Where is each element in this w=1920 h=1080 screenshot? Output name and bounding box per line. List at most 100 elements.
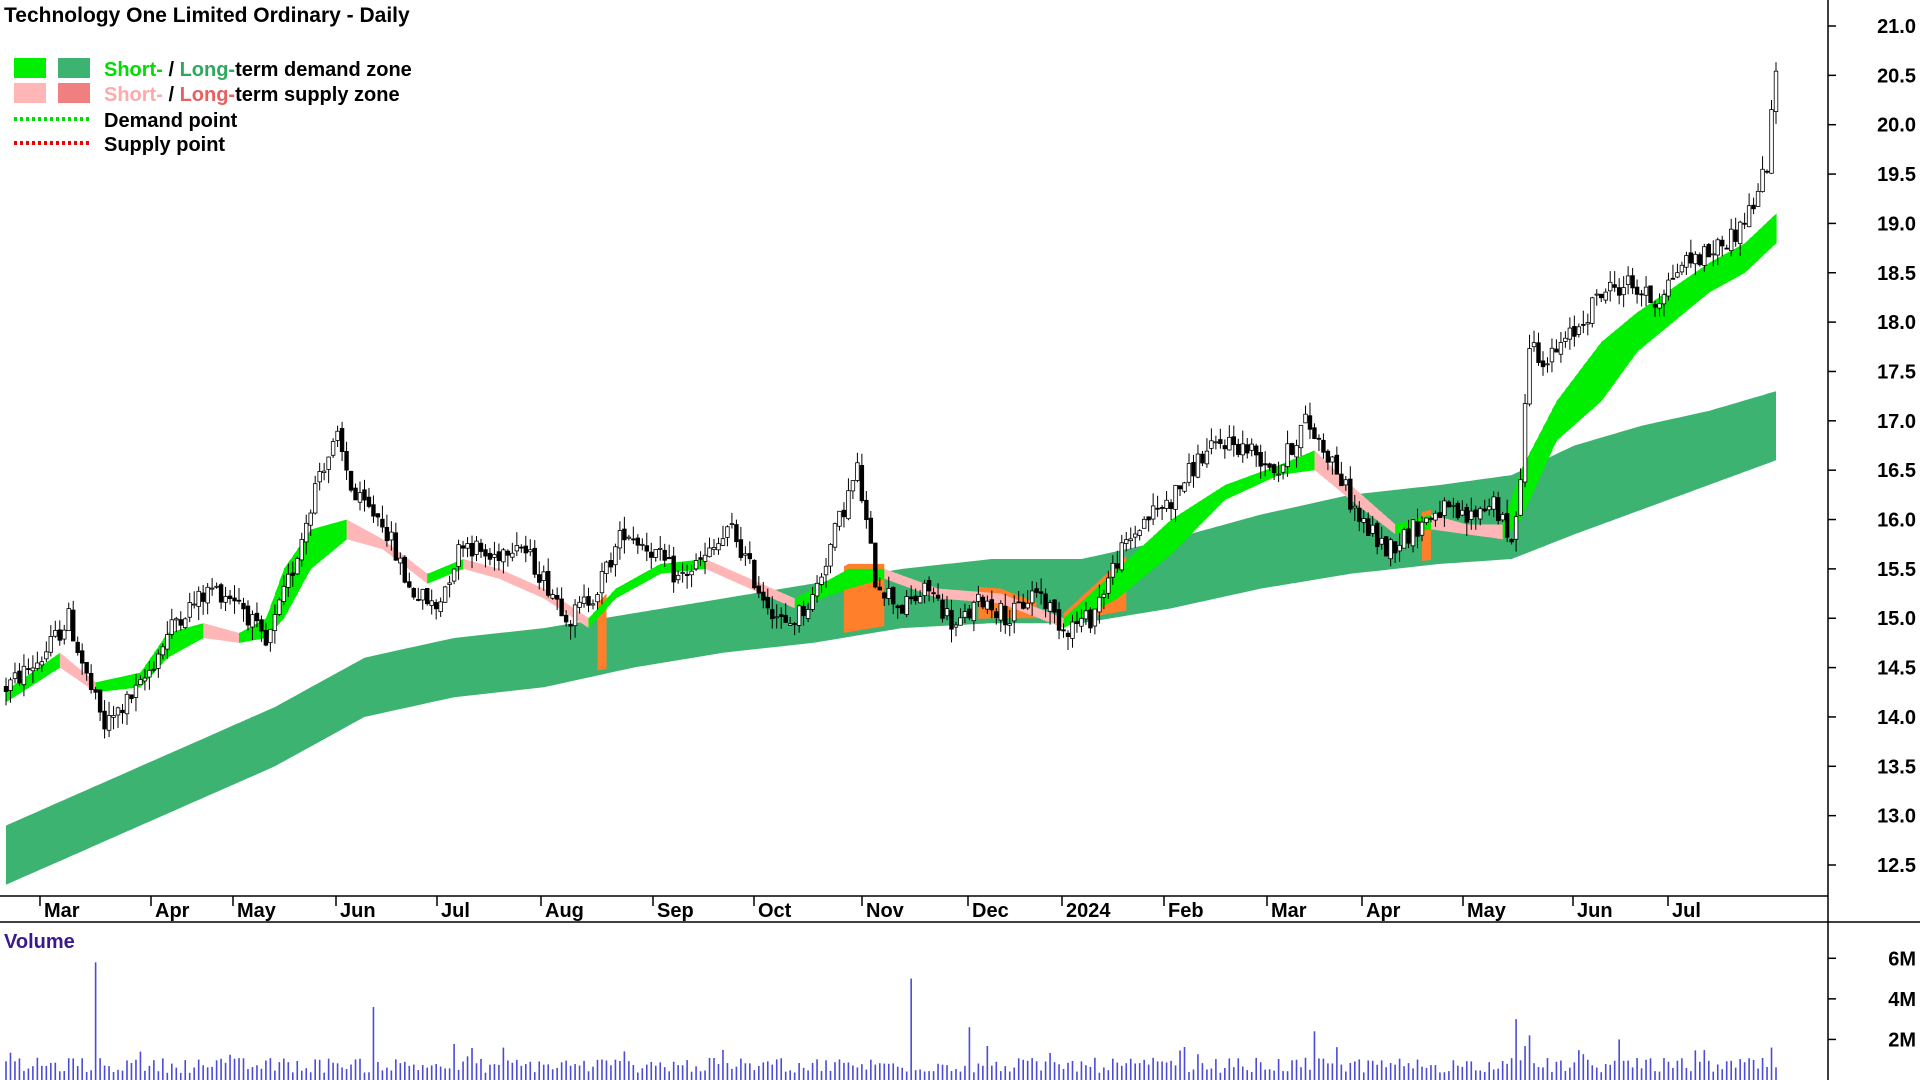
volume-bar xyxy=(157,1071,160,1080)
volume-bar xyxy=(1080,1061,1083,1080)
short-band-segment xyxy=(776,590,782,603)
short-band-segment xyxy=(427,572,433,584)
candle xyxy=(1527,334,1532,407)
candle xyxy=(935,583,941,602)
volume-bar xyxy=(968,1027,971,1080)
volume-bar xyxy=(1649,1058,1652,1080)
volume-bar xyxy=(224,1062,227,1080)
candle xyxy=(1406,519,1411,549)
volume-bar xyxy=(973,1072,975,1080)
volume-bar xyxy=(1528,1035,1531,1080)
candle xyxy=(1464,503,1470,536)
short-band-segment xyxy=(351,522,357,542)
volume-bar xyxy=(170,1063,173,1080)
volume-bar xyxy=(354,1059,357,1080)
short-band-segment xyxy=(1744,238,1750,273)
candle xyxy=(1549,338,1555,373)
volume-bar xyxy=(457,1069,460,1080)
volume-bar xyxy=(1466,1061,1468,1080)
candle xyxy=(1168,499,1174,521)
volume-bar xyxy=(9,1052,12,1080)
volume-bar xyxy=(1492,1069,1495,1080)
volume-tick-label: 2M xyxy=(1888,1029,1916,1051)
volume-bar xyxy=(766,1061,769,1080)
short-band-segment xyxy=(373,534,379,548)
short-band-segment xyxy=(1601,338,1607,402)
volume-bar xyxy=(672,1061,675,1080)
candle xyxy=(1540,351,1546,376)
volume-bar xyxy=(148,1065,151,1080)
candle xyxy=(44,641,49,662)
volume-bar xyxy=(592,1066,594,1080)
candle xyxy=(980,594,986,610)
volume-bar xyxy=(811,1062,814,1080)
short-band-segment xyxy=(794,596,800,609)
volume-bar xyxy=(1008,1071,1011,1080)
candle xyxy=(586,587,591,613)
candle xyxy=(138,675,143,686)
short-band-segment xyxy=(1484,524,1490,538)
short-band-segment xyxy=(969,591,975,602)
candle xyxy=(671,546,676,593)
candle xyxy=(353,483,358,501)
short-band-segment xyxy=(203,623,209,639)
volume-bar xyxy=(359,1058,361,1080)
volume-bar xyxy=(1699,1061,1701,1080)
candle xyxy=(1204,438,1210,468)
short-band-segment xyxy=(1242,476,1248,492)
candle xyxy=(290,561,295,587)
short-band-segment xyxy=(615,586,621,599)
short-band-segment xyxy=(1471,524,1477,536)
volume-bar xyxy=(861,1064,863,1080)
candle xyxy=(1522,393,1528,488)
volume-bar xyxy=(1761,1057,1764,1080)
candle xyxy=(1043,588,1048,618)
short-band-segment xyxy=(1197,499,1203,527)
short-band-segment xyxy=(1206,493,1212,518)
volume-bar xyxy=(1250,1071,1253,1080)
short-band-segment xyxy=(1045,611,1051,623)
volume-bar xyxy=(372,1006,375,1080)
candle xyxy=(1603,288,1608,304)
candle xyxy=(1159,504,1165,521)
volume-bar xyxy=(1165,1062,1168,1080)
month-tick-label: Apr xyxy=(155,900,190,922)
candle xyxy=(236,587,242,605)
volume-bar xyxy=(1228,1058,1231,1080)
candle xyxy=(411,587,416,600)
volume-bar xyxy=(1524,1046,1526,1080)
volume-bar xyxy=(758,1065,760,1080)
volume-bar xyxy=(681,1065,684,1080)
short-band-segment xyxy=(1771,213,1777,248)
short-band-segment xyxy=(1551,401,1557,451)
short-band-segment xyxy=(1592,347,1598,409)
volume-bar xyxy=(623,1051,626,1080)
short-band-segment xyxy=(839,571,845,592)
candle xyxy=(716,537,721,555)
candle xyxy=(1361,510,1366,533)
short-band-segment xyxy=(1175,513,1181,550)
candle xyxy=(1684,251,1689,275)
short-band-segment xyxy=(1211,490,1217,514)
volume-bar xyxy=(1618,1039,1620,1080)
volume-bar xyxy=(843,1062,845,1080)
short-band-segment xyxy=(718,564,724,577)
month-tick-label: Nov xyxy=(866,900,905,922)
short-band-segment xyxy=(194,624,200,643)
short-band-segment xyxy=(861,568,867,585)
candle xyxy=(891,586,896,615)
candle xyxy=(330,438,336,459)
short-band-segment xyxy=(315,526,321,566)
candle xyxy=(604,560,609,583)
volume-bar xyxy=(206,1067,209,1080)
volume-bar xyxy=(1604,1063,1607,1080)
volume-bar xyxy=(731,1068,733,1080)
candle xyxy=(1469,497,1474,530)
short-band-segment xyxy=(1153,531,1159,569)
volume-bar xyxy=(977,1063,980,1080)
candle xyxy=(1061,623,1066,638)
volume-bar xyxy=(489,1064,491,1080)
short-band-segment xyxy=(463,559,469,571)
short-band-segment xyxy=(1578,365,1584,421)
volume-bar xyxy=(1551,1071,1553,1080)
